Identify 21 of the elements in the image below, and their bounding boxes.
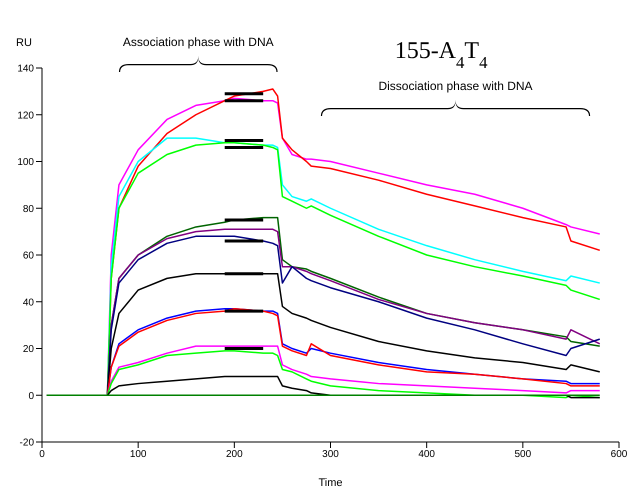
y-tick-label: 80 [22, 204, 34, 215]
text: Association phase with DNA [122, 35, 274, 49]
x-tick-label: 0 [39, 449, 46, 460]
y-tick-label: 100 [17, 157, 34, 168]
x-tick-label: 600 [610, 449, 628, 460]
y-tick-label: 60 [22, 250, 34, 262]
y-tick-label: 140 [17, 64, 34, 75]
x-tick-label: 500 [514, 449, 532, 460]
x-tick-label: 100 [130, 449, 147, 460]
x-tick-label: 400 [418, 449, 436, 460]
x-axis-title: Time [318, 477, 343, 489]
y-tick-label: 0 [28, 390, 34, 402]
y-tick-label: -20 [20, 438, 34, 449]
x-tick-label: 200 [226, 449, 244, 460]
y-axis-title: RU [16, 37, 32, 49]
chart-title: 155-A$_{4}$T$_{4}$ [394, 38, 488, 72]
x-tick-label: 300 [322, 449, 340, 460]
annotation: Dissociation phase with DNA [378, 79, 533, 93]
y-tick-label: 40 [22, 297, 34, 308]
y-tick-label: 120 [17, 110, 34, 122]
y-tick-label: 20 [22, 344, 34, 356]
